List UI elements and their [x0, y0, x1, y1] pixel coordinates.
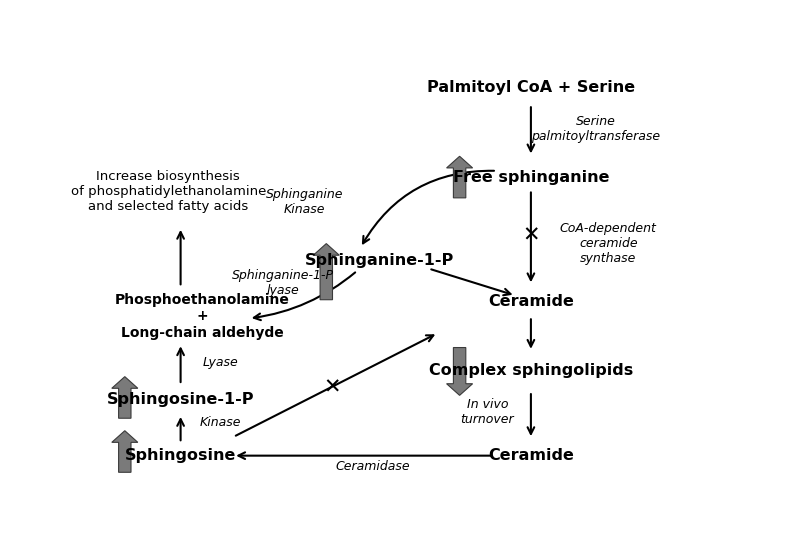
Text: Sphinganine-1-P: Sphinganine-1-P — [304, 253, 454, 268]
Text: Ceramide: Ceramide — [488, 448, 574, 463]
FancyArrow shape — [446, 156, 473, 198]
Text: Kinase: Kinase — [200, 416, 242, 429]
Text: Complex sphingolipids: Complex sphingolipids — [429, 363, 633, 378]
Text: Free sphinganine: Free sphinganine — [453, 170, 609, 185]
FancyArrow shape — [112, 431, 138, 472]
Text: ✕: ✕ — [324, 377, 342, 397]
Text: Phosphoethanolamine
+
Long-chain aldehyde: Phosphoethanolamine + Long-chain aldehyd… — [115, 293, 290, 340]
Text: Increase biosynthesis
of phosphatidylethanolamine
and selected fatty acids: Increase biosynthesis of phosphatidyleth… — [70, 170, 266, 213]
Text: In vivo
turnover: In vivo turnover — [461, 398, 514, 426]
Text: Sphinganine
Kinase: Sphinganine Kinase — [266, 188, 343, 216]
Text: Sphingosine: Sphingosine — [125, 448, 236, 463]
FancyArrow shape — [112, 377, 138, 418]
Text: Palmitoyl CoA + Serine: Palmitoyl CoA + Serine — [427, 80, 635, 95]
Text: Sphinganine-1-P
lyase: Sphinganine-1-P lyase — [232, 269, 334, 297]
Text: Ceramide: Ceramide — [488, 294, 574, 309]
Text: Sphingosine-1-P: Sphingosine-1-P — [107, 392, 254, 407]
FancyArrow shape — [446, 348, 473, 395]
Text: Lyase: Lyase — [203, 356, 238, 369]
Text: ✕: ✕ — [522, 225, 540, 245]
Text: CoA-dependent
ceramide
synthase: CoA-dependent ceramide synthase — [560, 222, 657, 265]
FancyArrow shape — [314, 244, 339, 300]
Text: Ceramidase: Ceramidase — [335, 460, 410, 472]
Text: Serine
palmitoyltransferase: Serine palmitoyltransferase — [531, 115, 661, 143]
